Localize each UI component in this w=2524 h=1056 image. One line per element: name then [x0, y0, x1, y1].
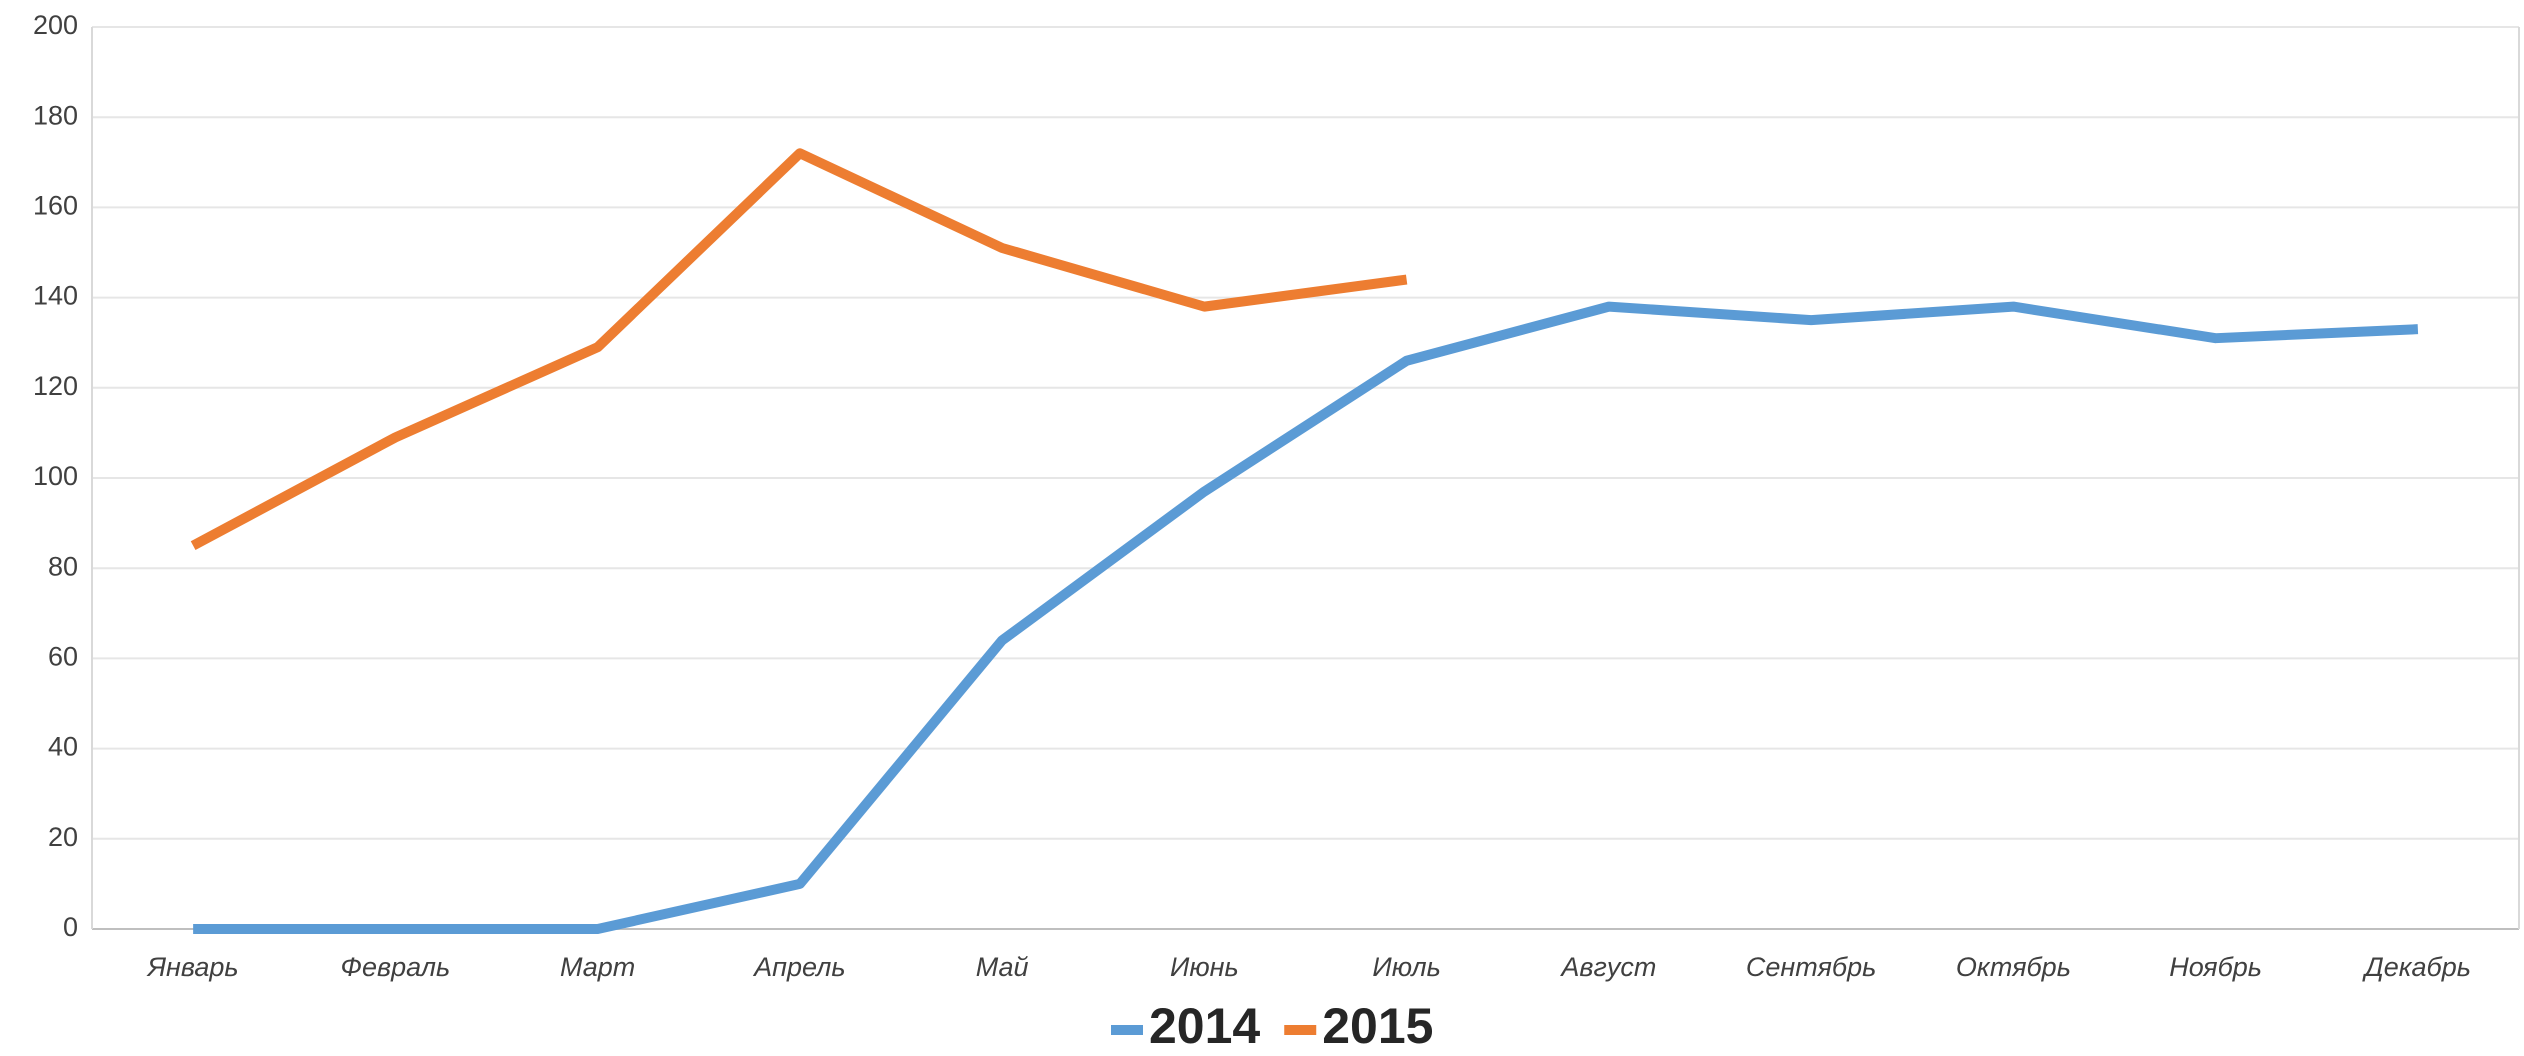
x-tick-label: Май [976, 952, 1029, 982]
y-tick-label: 40 [48, 732, 78, 762]
y-tick-label: 100 [33, 461, 78, 491]
y-tick-label: 0 [63, 912, 78, 942]
x-tick-label: Ноябрь [2169, 952, 2262, 982]
y-tick-label: 200 [33, 10, 78, 40]
y-tick-label: 60 [48, 642, 78, 672]
x-tick-label: Сентябрь [1746, 952, 1876, 982]
x-tick-label: Декабрь [2362, 952, 2471, 982]
x-tick-label: Октябрь [1956, 952, 2071, 982]
y-tick-label: 20 [48, 822, 78, 852]
legend-label: 2015 [1322, 998, 1433, 1054]
x-tick-label: Февраль [341, 952, 451, 982]
x-tick-label: Июль [1372, 952, 1440, 982]
x-tick-label: Июнь [1170, 952, 1239, 982]
x-tick-label: Апрель [752, 952, 845, 982]
y-tick-label: 140 [33, 281, 78, 311]
x-tick-label: Август [1559, 952, 1656, 982]
x-tick-label: Январь [146, 952, 239, 982]
y-tick-label: 120 [33, 371, 78, 401]
y-tick-label: 180 [33, 100, 78, 130]
y-tick-label: 160 [33, 191, 78, 221]
x-tick-label: Март [560, 952, 635, 982]
line-series [190, 148, 1408, 551]
y-tick-label: 80 [48, 551, 78, 581]
legend-label: 2014 [1149, 998, 1260, 1054]
line-series [193, 301, 2419, 934]
